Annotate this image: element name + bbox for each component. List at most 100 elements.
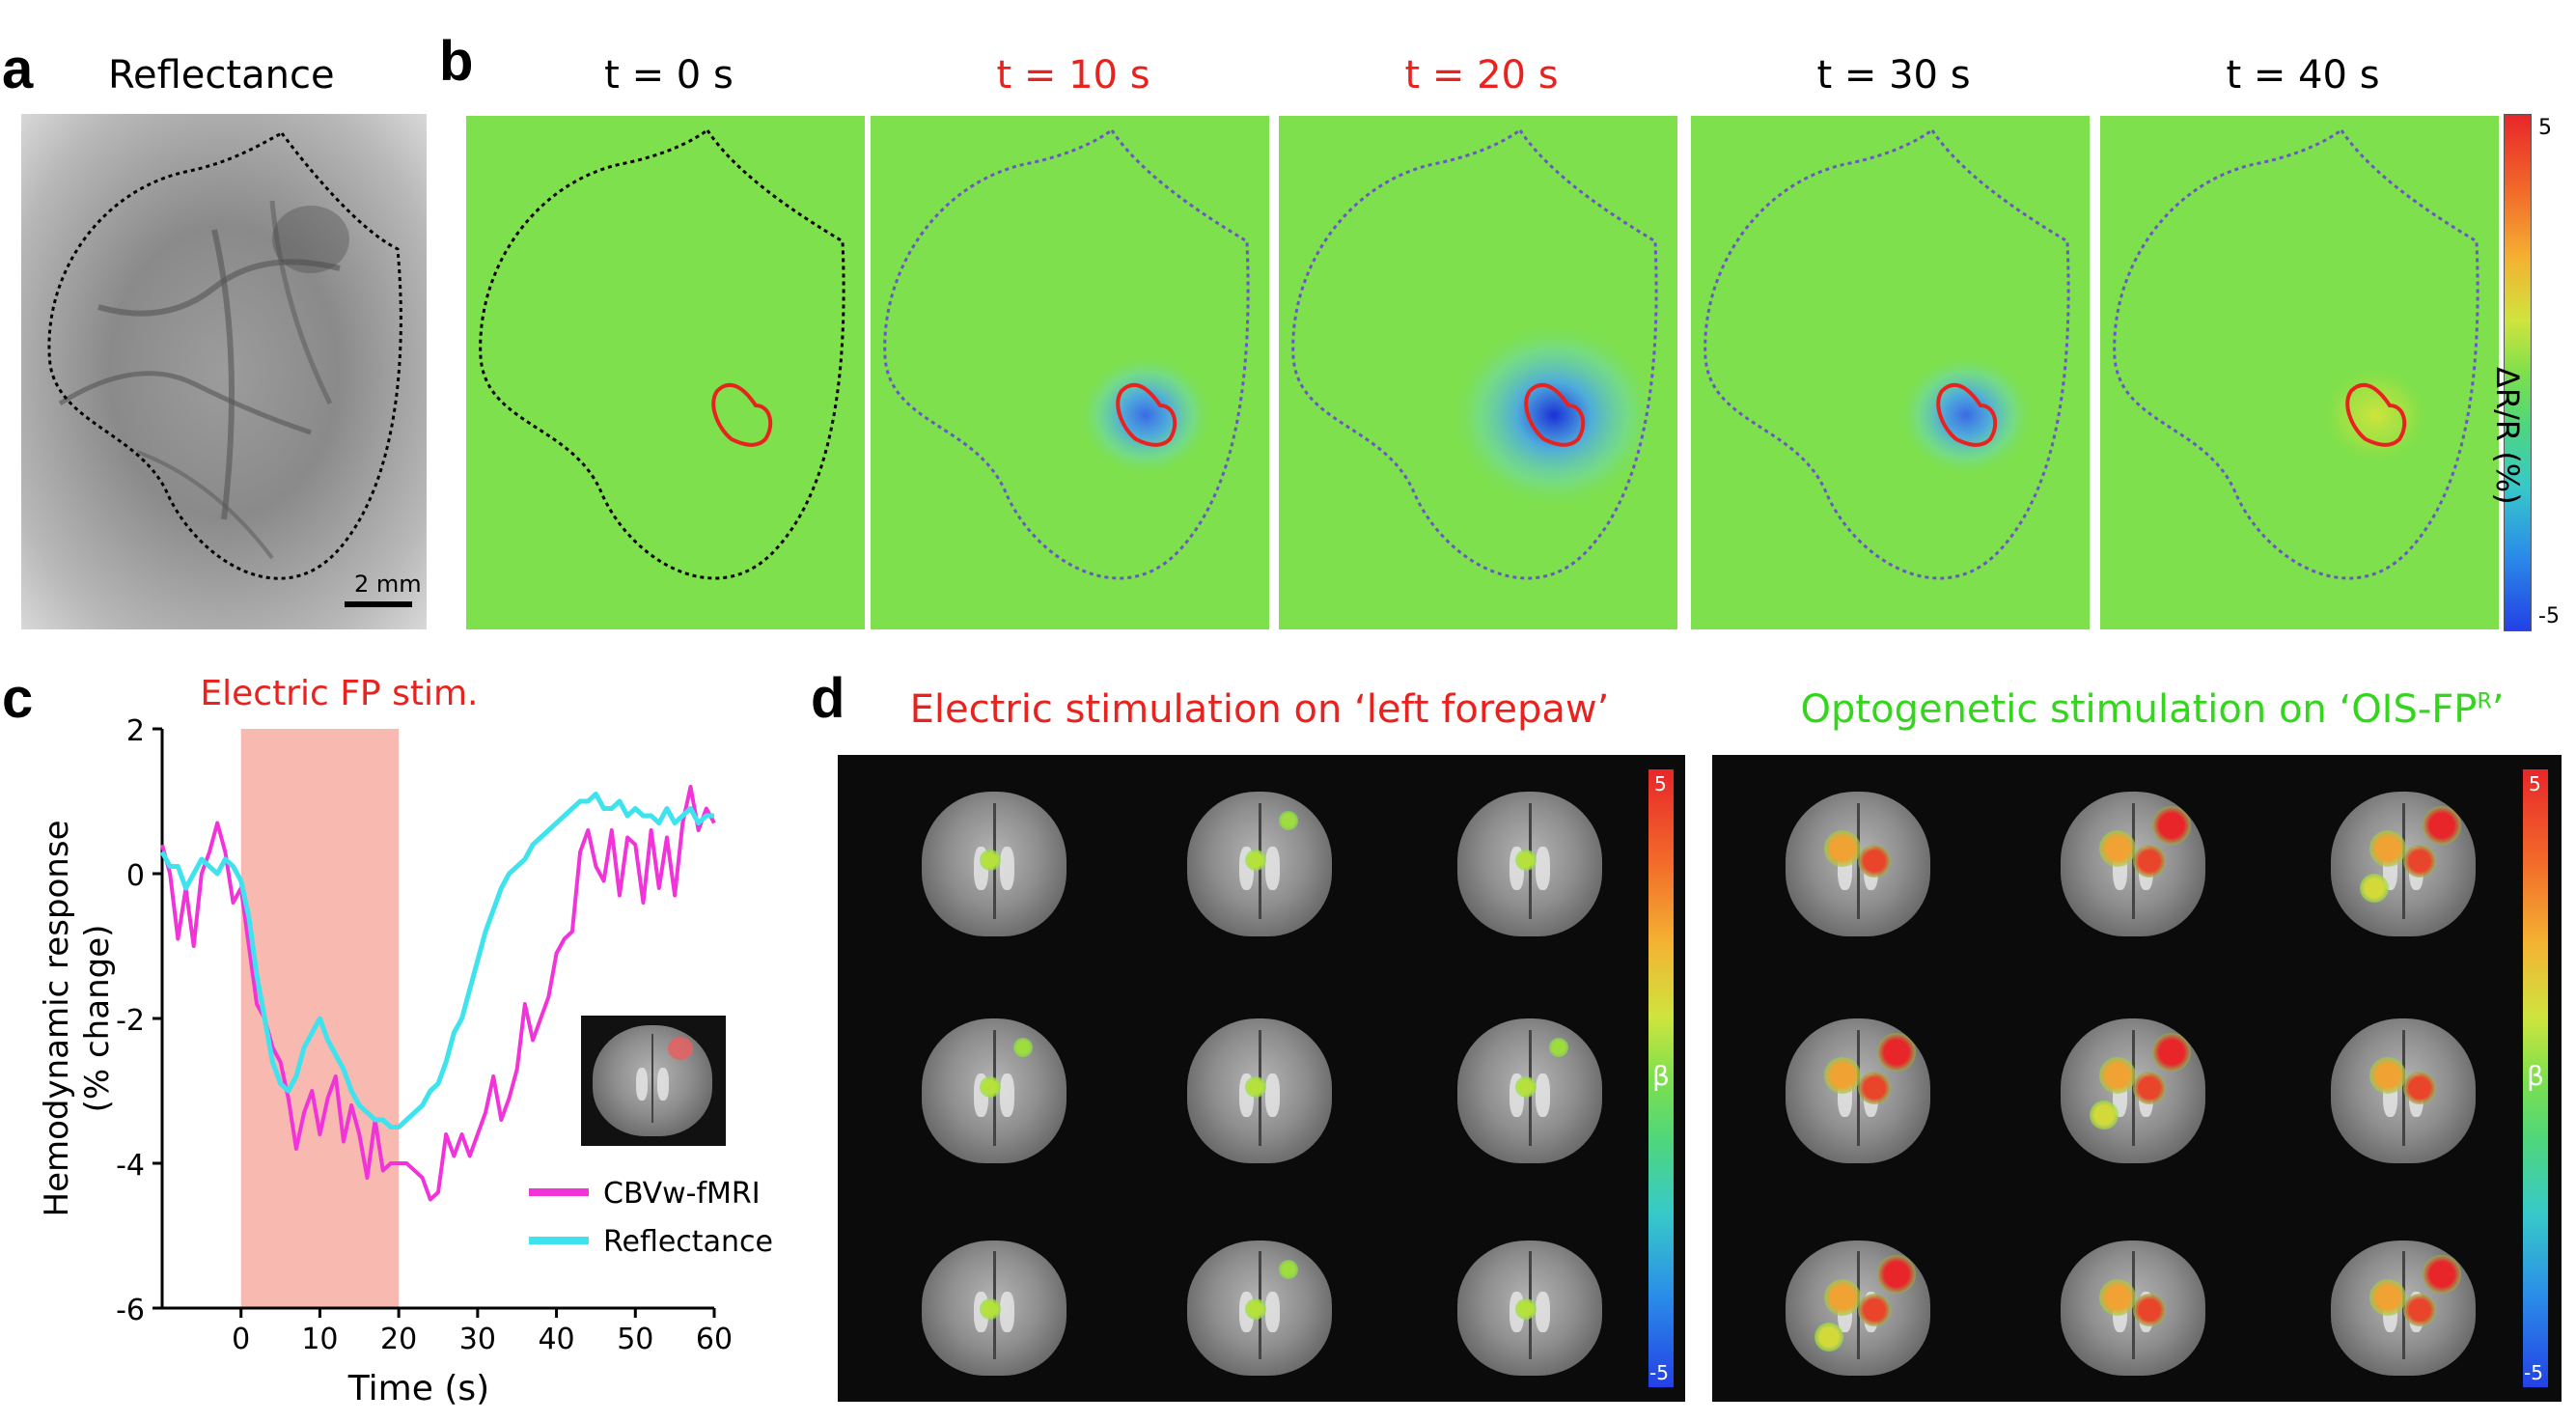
activation-blob <box>2403 1072 2436 1104</box>
stimulus-label: Electric FP stim. <box>200 674 478 713</box>
activation-blob <box>2369 830 2406 867</box>
activation-blob-2 <box>1448 320 1660 511</box>
activation-blob <box>1824 830 1861 867</box>
activation-blob <box>1814 1323 1843 1352</box>
panel-label-a: a <box>2 38 34 100</box>
activation-blob <box>1515 850 1537 871</box>
x-tick-label: 10 <box>301 1323 338 1356</box>
x-tick-label: 30 <box>459 1323 496 1356</box>
y-tick-label: 2 <box>126 714 145 748</box>
reflectance-map-2 <box>1279 116 1677 629</box>
activation-blob <box>1515 1076 1537 1098</box>
activation-blob <box>1877 1255 1916 1294</box>
panel-b-colorbar-label: ΔR/R (%) <box>2489 367 2526 505</box>
brain-slice <box>1187 792 1332 936</box>
activation-blob <box>980 1298 1001 1320</box>
reflectance-map-0 <box>466 116 865 629</box>
x-tick-label: 0 <box>232 1323 250 1356</box>
legend-label-1: Reflectance <box>603 1225 773 1259</box>
reflectance-map-1 <box>871 116 1269 629</box>
brain-slice <box>1457 1241 1602 1376</box>
activation-blob <box>2090 1101 2119 1129</box>
cortex-outline-4 <box>2113 127 2479 580</box>
panel-b-colorbar-max: 5 <box>2538 116 2552 140</box>
y-tick-label: -2 <box>116 1004 145 1038</box>
optogenetic-colorbar-label: β <box>2527 1060 2544 1092</box>
electric-colorbar-label: β <box>1652 1060 1670 1092</box>
activation-blob <box>1279 1260 1298 1279</box>
electric-stim-title: Electric stimulation on ‘left forepaw’ <box>909 687 1610 732</box>
brain-slice <box>1457 1018 1602 1163</box>
scale-bar-label: 2 mm <box>354 571 422 598</box>
activation-blob <box>1245 1298 1266 1320</box>
cortex-outline-0 <box>479 127 845 580</box>
optogenetic-stim-title: Optogenetic stimulation on ‘OIS-FPR’ <box>1800 687 2505 732</box>
brain-slice <box>1457 792 1602 936</box>
series-line-1 <box>159 792 714 1129</box>
activation-blob <box>2369 1279 2406 1316</box>
roi-outline-1 <box>1116 382 1177 447</box>
brain-slice <box>1786 1018 1930 1163</box>
activation-blob <box>2152 806 2191 845</box>
cortex-outline-2 <box>1291 127 1658 580</box>
time-label-2: t = 20 s <box>1404 53 1559 98</box>
brain-slice <box>2061 1018 2205 1163</box>
activation-blob <box>1824 1057 1861 1094</box>
activation-blob-4 <box>2319 365 2431 465</box>
activation-blob <box>1858 845 1891 878</box>
time-label-0: t = 0 s <box>604 53 734 98</box>
panel-b-colorbar-min: -5 <box>2538 604 2560 628</box>
optogenetic-colorbar <box>2523 769 2548 1387</box>
activation-blob <box>2099 1057 2136 1094</box>
activation-blob-1 <box>1076 352 1215 478</box>
brain-slice <box>2331 792 2476 936</box>
x-tick-label: 20 <box>380 1323 417 1356</box>
activation-blob <box>1877 1033 1916 1072</box>
roi-outline-0 <box>711 382 773 447</box>
time-label-4: t = 40 s <box>2226 53 2380 98</box>
activation-blob <box>2423 806 2461 845</box>
time-label-1: t = 10 s <box>996 53 1150 98</box>
brain-slice <box>1187 1241 1332 1376</box>
x-tick-label: 60 <box>696 1323 733 1356</box>
roi-outline-3 <box>1936 382 1998 447</box>
hemodynamic-chart: Electric FP stim.20-2-4-60 10 20 30 40 50 60Ti… <box>38 674 773 1408</box>
electric-colorbar-min: -5 <box>1649 1361 1669 1384</box>
activation-blob <box>1515 1298 1537 1320</box>
activation-blob <box>1858 1294 1891 1326</box>
brain-slice <box>1786 1241 1930 1376</box>
series-line-0 <box>160 785 716 1202</box>
activation-blob-3 <box>1897 352 2036 478</box>
reflectance-map-3 <box>1691 116 2090 629</box>
reflectance-map-4 <box>2100 116 2499 629</box>
activation-blob <box>1245 850 1266 871</box>
brain-slice <box>2331 1241 2476 1376</box>
brain-slice <box>922 1241 1066 1376</box>
y-tick-label: -6 <box>116 1294 145 1327</box>
panel-label-c: c <box>2 667 34 730</box>
activation-blob <box>2403 1294 2436 1326</box>
inset-brain <box>593 1025 712 1136</box>
x-axis-label: Time (s) <box>347 1369 489 1408</box>
optogenetic-colorbar-min: -5 <box>2524 1361 2543 1384</box>
activation-blob <box>2369 1057 2406 1094</box>
activation-blob <box>2099 830 2136 867</box>
y-tick-label: -4 <box>116 1149 145 1183</box>
brain-slice <box>1786 792 1930 936</box>
activation-blob <box>1549 1038 1568 1057</box>
activation-blob <box>1279 811 1298 830</box>
brain-slice <box>2331 1018 2476 1163</box>
panel-label-b: b <box>439 30 474 93</box>
reflectance-image: 2 mm <box>21 114 427 629</box>
panel-b-colorbar <box>2504 114 2532 631</box>
activation-blob <box>2133 1294 2166 1326</box>
activation-blob <box>2099 1279 2136 1316</box>
roi-outline-4 <box>2345 382 2407 447</box>
activation-blob <box>1245 1076 1266 1098</box>
brain-slice <box>2061 792 2205 936</box>
activation-blob <box>1858 1072 1891 1104</box>
electric-colorbar <box>1648 769 1674 1387</box>
brain-slice <box>2061 1241 2205 1376</box>
electric-colorbar-max: 5 <box>1654 772 1667 795</box>
activation-blob <box>2133 1072 2166 1104</box>
